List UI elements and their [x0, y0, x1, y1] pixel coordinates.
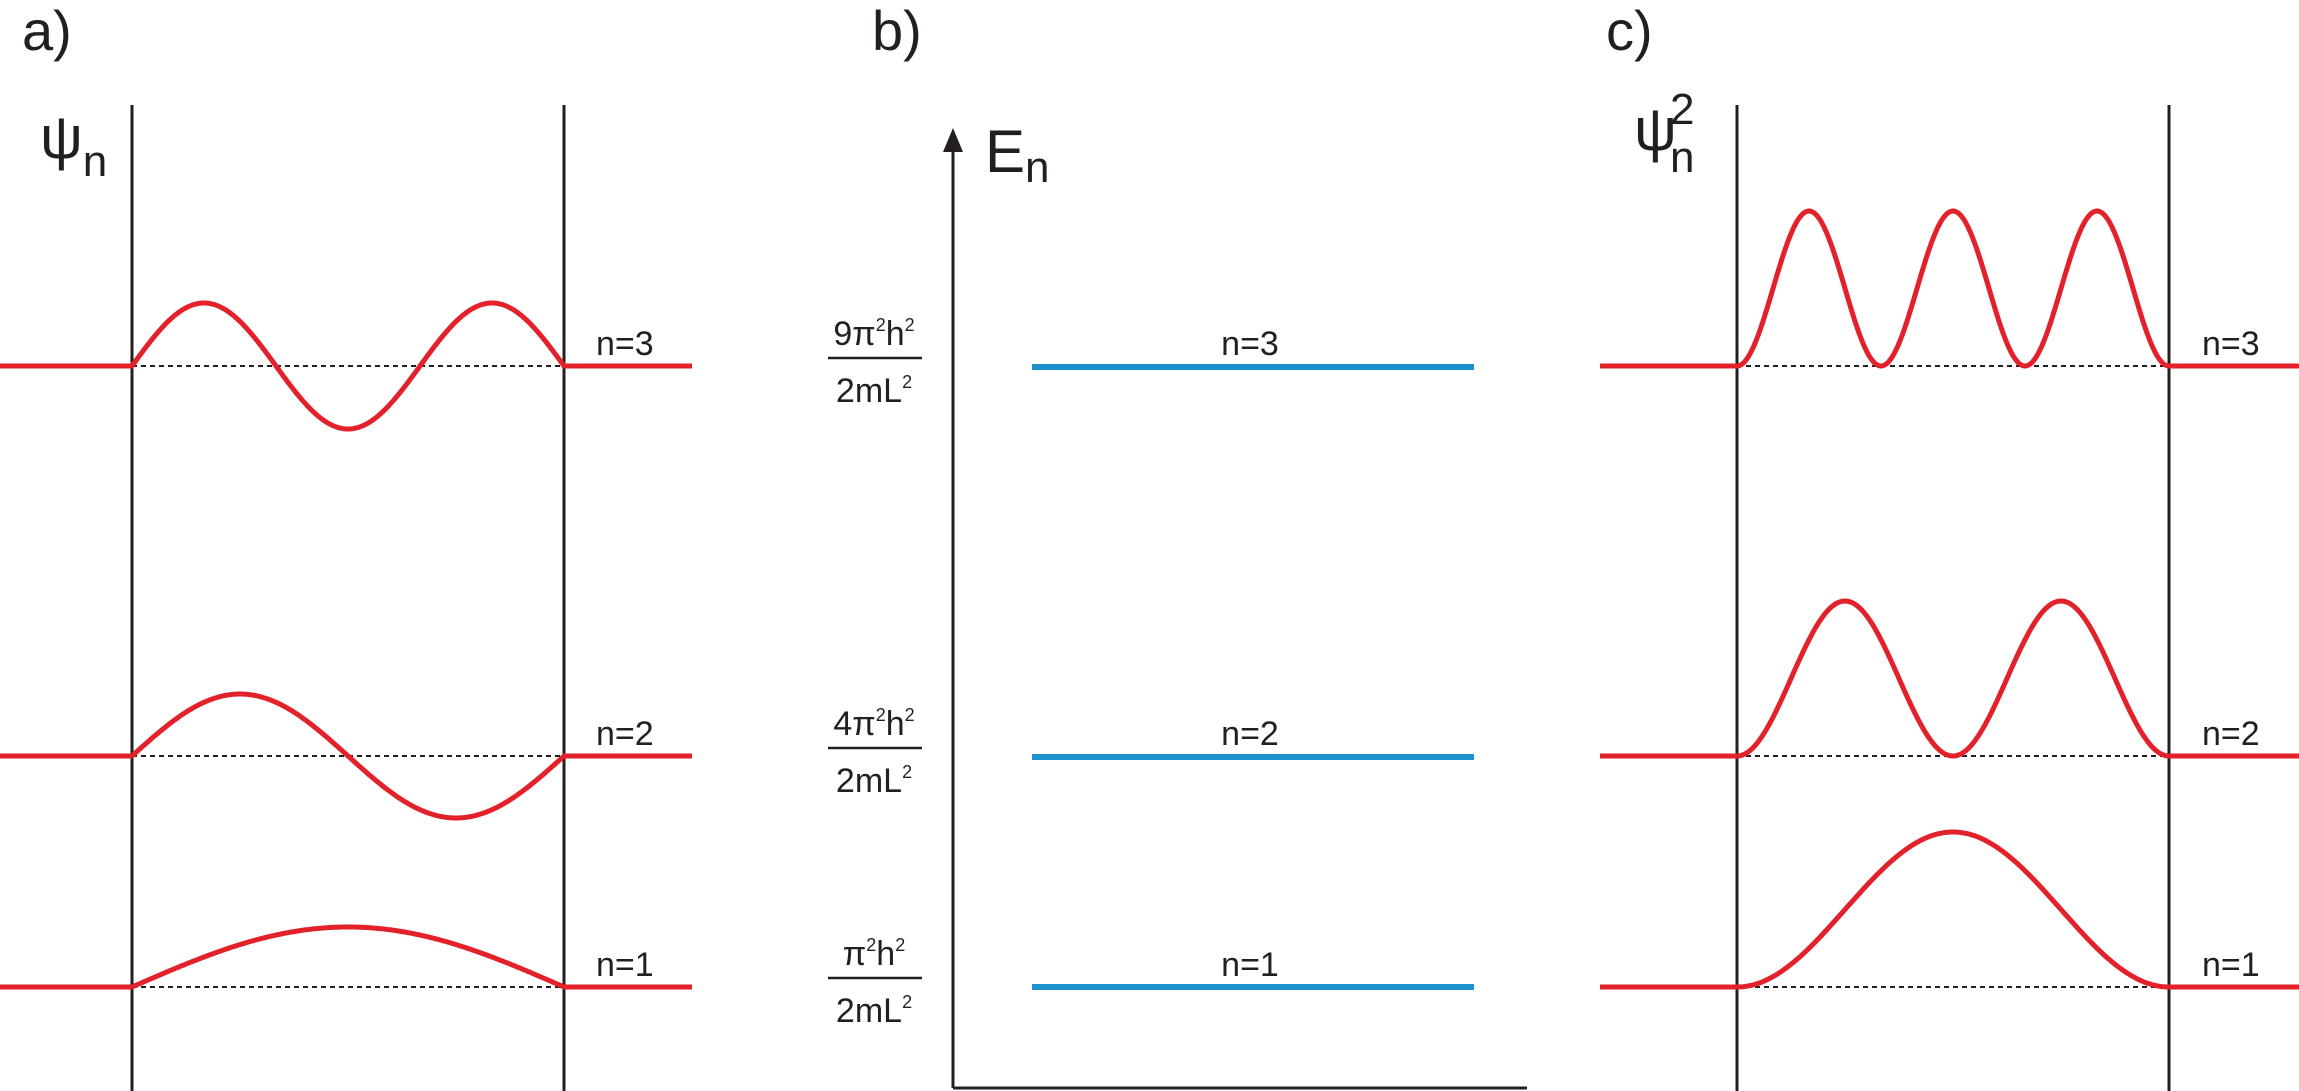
panel-a: a) ψn n=3 n=2 n=1 — [0, 0, 692, 1091]
level-label-a-n1: n=1 — [596, 946, 654, 984]
level-label-c-n2: n=2 — [2202, 715, 2260, 753]
panel-b-label: b) — [872, 0, 922, 62]
psi-squared-subscript: n — [1670, 133, 1694, 182]
psi-axis-label: ψn — [40, 104, 107, 186]
psi-squared-curve-n1 — [1600, 829, 2299, 990]
energy-denominator-n3: 2mL2​ — [836, 372, 912, 410]
level-label-b-n3: n=3 — [1221, 325, 1279, 363]
energy-fraction-n2: 4π2​h2​ 2mL2​ — [828, 705, 922, 800]
panel-c: c) ψ 2 n n=3 n=2 n=1 — [1600, 0, 2299, 1091]
energy-axis-arrow-icon — [943, 128, 963, 152]
level-label-a-n2: n=2 — [596, 715, 654, 753]
psi-squared-curve-n3 — [1600, 208, 2299, 369]
panel-a-label: a) — [22, 0, 72, 62]
energy-fraction-n3: 9π2​h2​ 2mL2​ — [828, 315, 922, 410]
energy-symbol: E — [985, 118, 1025, 185]
level-label-c-n3: n=3 — [2202, 325, 2260, 363]
psi-symbol: ψ — [40, 104, 83, 171]
level-label-a-n3: n=3 — [596, 325, 654, 363]
energy-subscript: n — [1025, 143, 1049, 192]
energy-fraction-n1: π2​h2​ 2mL2​ — [828, 935, 922, 1030]
energy-numerator-n1: π2​h2​ — [843, 935, 905, 973]
psi-curve-n3 — [0, 300, 692, 432]
psi-squared-symbol: ψ — [1634, 96, 1677, 163]
energy-denominator-n1: 2mL2​ — [836, 992, 912, 1030]
psi-squared-curve-n2 — [1600, 598, 2299, 759]
energy-numerator-n3: 9π2​h2​ — [833, 315, 914, 353]
level-label-b-n2: n=2 — [1221, 715, 1279, 753]
psi-squared-superscript: 2 — [1670, 85, 1694, 134]
energy-denominator-n2: 2mL2​ — [836, 762, 912, 800]
energy-numerator-n2: 4π2​h2​ — [833, 705, 914, 743]
panel-b: b) En n=3 n=2 n=1 9π2​h2​ 2mL2​ 4π2​h2​ … — [828, 0, 1527, 1090]
energy-axis-label: En — [985, 118, 1050, 192]
psi-squared-axis-label: ψ — [1634, 96, 1677, 163]
level-label-c-n1: n=1 — [2202, 946, 2260, 984]
level-label-b-n1: n=1 — [1221, 946, 1279, 984]
psi-curve-n1 — [0, 924, 692, 990]
panel-c-label: c) — [1606, 0, 1653, 62]
psi-subscript: n — [83, 137, 107, 186]
psi-curve-n2 — [0, 691, 692, 821]
